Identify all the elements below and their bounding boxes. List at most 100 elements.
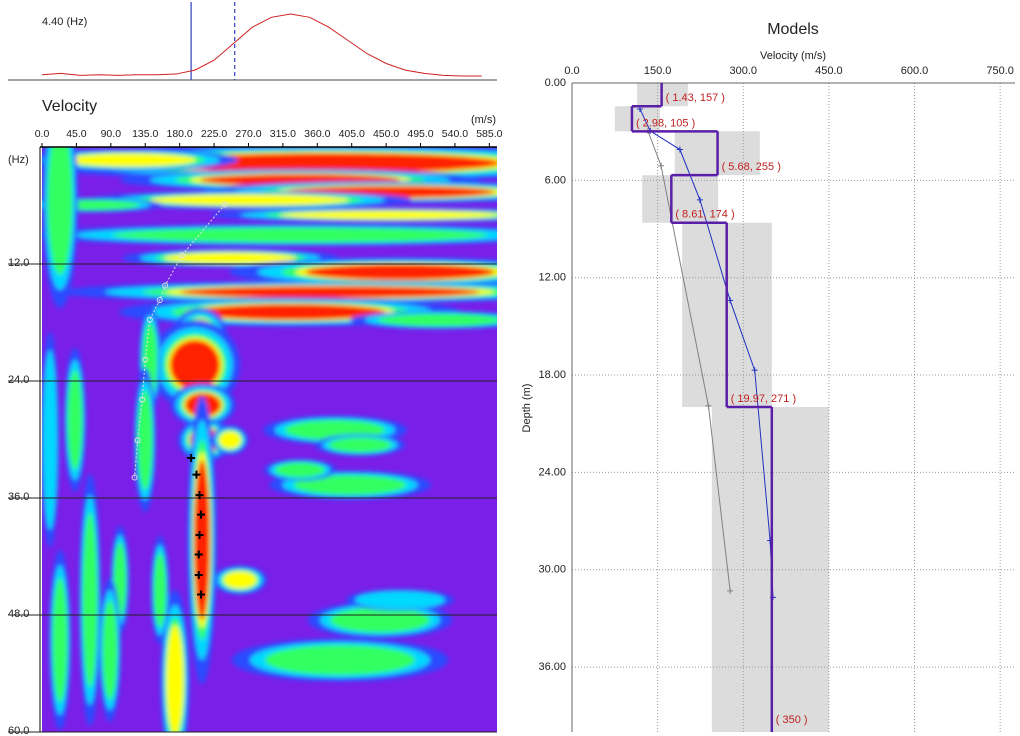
y-tick-label: 18.00 (538, 369, 566, 381)
energy-blob (160, 153, 497, 173)
x-tick-label: 315.0 (270, 128, 296, 140)
trend-point (142, 356, 149, 363)
x-tick-label: 600.0 (901, 65, 929, 77)
layer-label: ( 8.61, 174 ) (675, 209, 734, 221)
pick-point (195, 531, 204, 540)
trend-point (139, 396, 146, 403)
trend-point (178, 252, 185, 259)
energy-blob (280, 210, 497, 220)
energy-blob (355, 591, 445, 609)
y-axis-label: (Hz) (8, 154, 29, 166)
x-tick-label: 45.0 (66, 128, 87, 140)
pick-point (195, 491, 204, 500)
y-tick-label: 36.00 (538, 661, 566, 673)
spectrum-line (41, 13, 482, 77)
energy-blob (153, 552, 167, 628)
y-tick-label: 30.00 (538, 564, 566, 576)
curve-point (727, 297, 734, 304)
energy-blob (293, 475, 407, 495)
x-tick-label: 150.0 (644, 65, 672, 77)
energy-blob (42, 350, 58, 530)
energy-blob (82, 512, 98, 688)
uncertainty-range (614, 106, 660, 132)
energy-blob (164, 252, 296, 264)
energy-blob (102, 600, 118, 700)
y-tick-label: 24.00 (538, 466, 566, 478)
energy-blob (166, 625, 184, 732)
energy-blob (305, 264, 495, 280)
y-tick-label: 6.00 (545, 174, 566, 186)
trend-point (134, 437, 141, 444)
curve-point (658, 162, 665, 169)
layer-label: ( 2.98, 105 ) (636, 117, 695, 129)
pick-point (187, 454, 196, 463)
energy-blob (112, 227, 488, 243)
pick-point (197, 590, 206, 599)
energy-blob (219, 431, 241, 449)
curve-point (751, 367, 758, 374)
trend-point (156, 297, 163, 304)
energy-blob (64, 153, 196, 167)
x-axis-label: (m/s) (471, 114, 496, 126)
energy-blob (328, 437, 392, 453)
y-axis-label: Depth (m) (521, 384, 533, 433)
energy-blob (137, 390, 153, 490)
layer-label: ( 350 ) (776, 714, 808, 726)
x-tick-label: 0.0 (564, 65, 579, 77)
profile-curve (647, 130, 731, 591)
x-tick-label: 360.0 (304, 128, 330, 140)
models-title: Models (767, 21, 819, 38)
x-tick-label: 135.0 (132, 128, 158, 140)
x-tick-label: 585.0 (476, 128, 502, 140)
energy-blob (194, 460, 210, 620)
trend-point (162, 282, 169, 289)
y-tick-label: 0.00 (545, 77, 566, 89)
energy-blob (195, 304, 385, 320)
y-tick-label: 36.0 (8, 491, 29, 503)
y-tick-label: 24.0 (8, 374, 29, 386)
x-tick-label: 90.0 (101, 128, 122, 140)
energy-blob (52, 577, 68, 703)
energy-blob (170, 340, 220, 390)
energy-blob (377, 313, 497, 327)
curve-point (696, 196, 703, 203)
energy-blobs (42, 147, 497, 732)
spectrum-annotation: 4.40 (Hz) (42, 16, 87, 28)
x-tick-label: 180.0 (167, 128, 193, 140)
pick-point (197, 510, 206, 519)
x-tick-label: 450.0 (815, 65, 843, 77)
energy-blob (265, 645, 415, 675)
energy-blob (223, 571, 257, 589)
x-tick-label: 270.0 (235, 128, 261, 140)
energy-blob (180, 286, 480, 298)
trend-line (134, 204, 226, 478)
layer-label: ( 19.97, 271 ) (731, 393, 796, 405)
uncertainty-range (642, 175, 719, 223)
pick-point (194, 550, 203, 559)
curve-point (676, 146, 683, 153)
trend-point (221, 201, 228, 208)
pick-point (192, 470, 201, 479)
x-tick-label: 300.0 (729, 65, 757, 77)
dispersion-image (42, 147, 497, 732)
curve-point (727, 587, 734, 594)
y-tick-label: 12.00 (538, 272, 566, 284)
curve-point (705, 402, 712, 409)
trend-point (131, 474, 138, 481)
x-tick-label: 225.0 (201, 128, 227, 140)
y-tick-label: 48.0 (8, 608, 29, 620)
y-tick-label: 60.0 (8, 725, 29, 736)
energy-blob (151, 194, 349, 206)
energy-blob (275, 462, 325, 478)
x-tick-label: 495.0 (407, 128, 433, 140)
energy-blob (67, 370, 83, 470)
energy-blob (330, 607, 430, 633)
x-tick-label: 405.0 (339, 128, 365, 140)
x-axis-label: Velocity (m/s) (760, 50, 826, 62)
profile-curve (639, 108, 774, 598)
x-tick-label: 750.0 (986, 65, 1014, 77)
x-tick-label: 450.0 (373, 128, 399, 140)
x-tick-label: 0.0 (35, 128, 50, 140)
